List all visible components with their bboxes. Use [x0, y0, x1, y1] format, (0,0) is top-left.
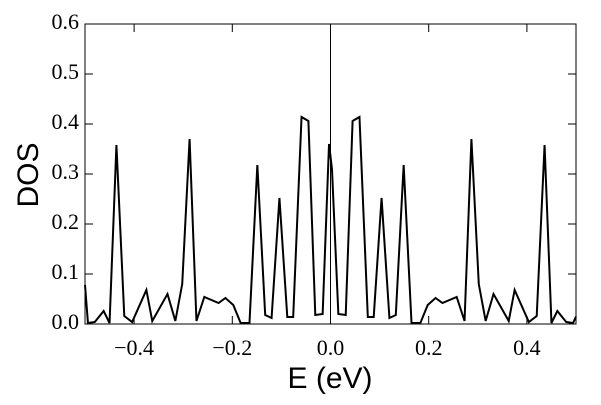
x-axis-label: E (eV)	[287, 362, 372, 395]
y-tick-label: 0.4	[52, 109, 80, 134]
line	[84, 115, 577, 325]
y-tick-label: 0.6	[52, 9, 80, 34]
y-tick-label: 0.5	[52, 59, 80, 84]
y-tick-label: 0.3	[52, 159, 80, 184]
x-tick-label: 0.4	[513, 335, 541, 360]
y-tick-label: 0.2	[52, 209, 80, 234]
x-tick-label: 0.2	[415, 335, 443, 360]
y-tick-label: 0.0	[52, 309, 80, 334]
x-tick-label: 0.0	[317, 335, 345, 360]
x-tick-label: −0.2	[212, 335, 252, 360]
y-tick-label: 0.1	[52, 259, 80, 284]
x-tick-label: −0.4	[114, 335, 154, 360]
plot-frame	[84, 23, 577, 325]
y-axis-label: DOS	[12, 142, 45, 207]
